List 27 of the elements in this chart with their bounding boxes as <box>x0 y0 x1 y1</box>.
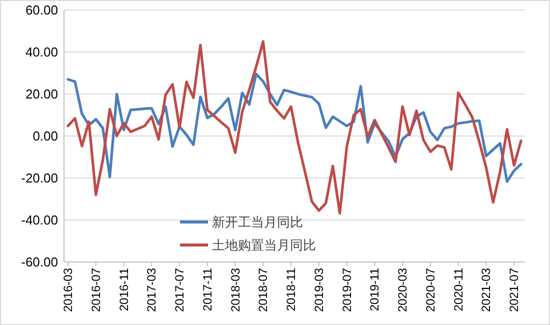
legend-label: 土地购置当月同比 <box>212 238 316 253</box>
x-tick-label: 2020-07 <box>423 268 438 312</box>
x-tick-label: 2020-11 <box>451 268 466 312</box>
x-tick-label: 2017-11 <box>200 268 214 312</box>
y-tick-label: 20.00 <box>25 86 58 102</box>
x-tick-label: 2016-07 <box>88 268 103 312</box>
x-tick-label: 2017-03 <box>144 268 159 312</box>
x-tick-label: 2019-11 <box>368 268 382 312</box>
y-tick-label: -60.00 <box>21 254 58 270</box>
y-tick-label: 60.00 <box>25 2 58 18</box>
x-tick-label: 2017-07 <box>172 268 187 312</box>
x-tick-label: 2018-07 <box>256 268 270 312</box>
x-tick-label: 2018-11 <box>284 268 298 312</box>
x-tick-label: 2020-03 <box>396 268 410 312</box>
line-series <box>66 40 522 215</box>
x-tick-label: 2021-07 <box>507 268 522 312</box>
y-tick-label: 40.00 <box>25 44 58 60</box>
x-tick-label: 2018-03 <box>228 268 242 312</box>
legend-label: 新开工当月同比 <box>212 214 303 230</box>
x-tick-label: 2016-11 <box>116 268 131 312</box>
x-tick-label: 2019-07 <box>340 268 354 312</box>
y-tick-label: -40.00 <box>21 212 58 228</box>
y-tick-label: 0.00 <box>32 128 58 144</box>
x-tick-label: 2019-03 <box>312 268 326 312</box>
y-tick-label: -20.00 <box>21 170 58 186</box>
x-tick-label: 2021-03 <box>479 268 494 312</box>
x-tick-label: 2016-03 <box>61 268 75 312</box>
